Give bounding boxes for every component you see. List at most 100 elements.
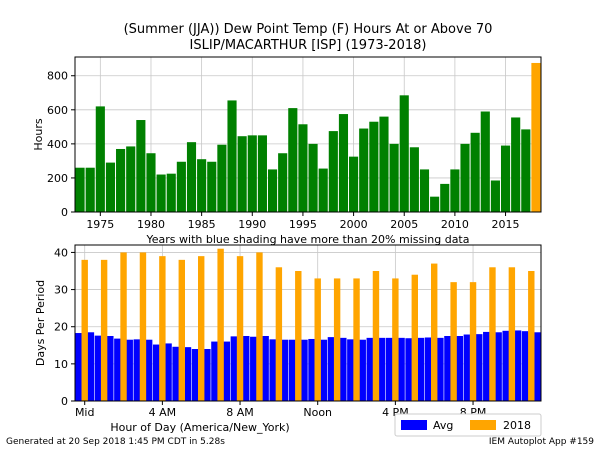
bar-annual-2015 bbox=[500, 145, 511, 212]
legend-label-2018: 2018 bbox=[503, 419, 531, 432]
bar-2018-3 bbox=[139, 252, 147, 401]
y-tick-label: 0 bbox=[61, 206, 68, 219]
bar-avg-11 bbox=[288, 339, 298, 401]
bar-avg-step-23 bbox=[531, 332, 541, 401]
bar-avg-7 bbox=[211, 341, 221, 401]
bar-annual-1983 bbox=[176, 161, 186, 212]
bar-avg-step-2 bbox=[123, 339, 133, 401]
bar-avg-6 bbox=[191, 349, 201, 401]
bar-2018-9 bbox=[256, 252, 263, 401]
bar-annual-1973 bbox=[75, 167, 85, 212]
bar-avg-16 bbox=[385, 337, 396, 401]
bar-annual-1991 bbox=[257, 135, 267, 212]
bar-annual-1980 bbox=[146, 153, 156, 212]
annual-hours-chart: 0 200 400 600 800 1975 1980 1985 1990 1995 2000 200… bbox=[32, 56, 542, 246]
bar-annual-2006 bbox=[409, 147, 419, 212]
y-tick-label: 20 bbox=[54, 321, 68, 334]
bar-avg-22 bbox=[502, 330, 512, 401]
bar-avg-step-17 bbox=[415, 337, 425, 401]
bar-avg-step-1 bbox=[104, 336, 114, 401]
bar-avg-step-14 bbox=[356, 339, 366, 401]
plot-frame bbox=[74, 244, 542, 402]
bar-2018-5 bbox=[178, 259, 185, 401]
bar-annual-1982 bbox=[166, 173, 176, 212]
bar-2018-20 bbox=[469, 282, 477, 401]
x-tick-label: Noon bbox=[303, 406, 332, 419]
bar-annual-2002 bbox=[369, 121, 379, 212]
bar-avg-step-20 bbox=[473, 334, 483, 401]
bar-annual-1985 bbox=[197, 159, 207, 212]
bar-2018-22 bbox=[508, 267, 516, 401]
x-tick-label: 2000 bbox=[340, 218, 368, 231]
chart-title-line2: ISLIP/MACARTHUR [ISP] (1973-2018) bbox=[190, 38, 427, 53]
y-tick-label: 0 bbox=[61, 395, 68, 408]
bar-annual-1984 bbox=[186, 142, 197, 212]
y-tick-label: 600 bbox=[47, 104, 68, 117]
bar-annual-1975 bbox=[95, 106, 105, 212]
bar-2018-19 bbox=[450, 282, 457, 401]
x-tick-label: 2005 bbox=[390, 218, 418, 231]
bar-annual-1996 bbox=[308, 143, 318, 212]
bar-avg-10 bbox=[269, 339, 279, 401]
bar-annual-2003 bbox=[379, 116, 389, 212]
bar-avg-12 bbox=[308, 338, 318, 401]
bar-annual-2011 bbox=[460, 143, 470, 212]
bar-avg-step-19 bbox=[453, 336, 464, 401]
bar-annual-1986 bbox=[207, 161, 217, 212]
bar-2018-8 bbox=[236, 256, 244, 401]
bar-annual-2000 bbox=[349, 156, 359, 212]
bar-avg-step-9 bbox=[259, 336, 269, 401]
bar-annual-1994 bbox=[288, 108, 298, 212]
x-tick-label: 2015 bbox=[492, 218, 520, 231]
bar-annual-1999 bbox=[338, 114, 349, 212]
bar-annual-2016 bbox=[511, 117, 521, 212]
x-tick-label: 4 AM bbox=[149, 406, 177, 419]
bar-2018-2 bbox=[120, 252, 127, 401]
bar-annual-1978 bbox=[126, 146, 136, 212]
legend: Avg 2018 bbox=[394, 413, 542, 437]
bar-2018-10 bbox=[275, 267, 283, 401]
bar-annual-2014 bbox=[490, 180, 500, 212]
bar-annual-1995 bbox=[298, 124, 308, 212]
footer-generated: Generated at 20 Sep 2018 1:45 PM CDT in … bbox=[6, 437, 225, 447]
bar-2018-7 bbox=[217, 248, 224, 401]
bar-annual-2005 bbox=[399, 95, 409, 212]
bar-annual-1979 bbox=[136, 120, 146, 212]
bar-2018-15 bbox=[372, 271, 380, 401]
bar-avg-5 bbox=[172, 346, 182, 401]
bar-avg-0 bbox=[75, 333, 85, 401]
plot-frame bbox=[74, 56, 542, 213]
bar-2018-21 bbox=[489, 267, 496, 401]
bar-2018-4 bbox=[159, 256, 166, 401]
bar-avg-1 bbox=[94, 335, 104, 401]
bar-avg-4 bbox=[152, 344, 163, 401]
bar-avg-step-0 bbox=[85, 332, 95, 401]
bar-annual-1993 bbox=[278, 153, 288, 212]
x-tick-label: 2010 bbox=[441, 218, 469, 231]
x-tick-label: 1995 bbox=[289, 218, 317, 231]
bar-annual-1998 bbox=[328, 131, 338, 212]
bar-annual-2007 bbox=[419, 169, 430, 212]
bar-annual-1988 bbox=[227, 100, 237, 212]
bar-avg-21 bbox=[483, 331, 493, 401]
y-tick-label: 200 bbox=[47, 172, 68, 185]
bar-2018-23 bbox=[528, 271, 535, 401]
bar-avg-14 bbox=[347, 339, 357, 401]
bar-annual-1990 bbox=[247, 135, 257, 212]
bar-annual-1997 bbox=[318, 168, 328, 212]
bar-avg-step-21 bbox=[492, 332, 502, 401]
bar-avg-18 bbox=[424, 337, 434, 401]
bar-current-2018 bbox=[531, 62, 541, 212]
bar-annual-1976 bbox=[105, 162, 116, 212]
bar-annual-2013 bbox=[480, 111, 490, 212]
bar-avg-2 bbox=[114, 338, 124, 401]
bar-annual-2008 bbox=[430, 196, 440, 212]
bar-annual-2001 bbox=[359, 128, 369, 212]
bar-2018-11 bbox=[295, 271, 302, 401]
bar-avg-step-15 bbox=[376, 337, 386, 401]
x-tick-label: 1990 bbox=[238, 218, 266, 231]
y-axis-label: Days Per Period bbox=[34, 280, 47, 366]
bar-annual-1977 bbox=[116, 148, 126, 212]
bar-avg-step-16 bbox=[395, 337, 405, 401]
